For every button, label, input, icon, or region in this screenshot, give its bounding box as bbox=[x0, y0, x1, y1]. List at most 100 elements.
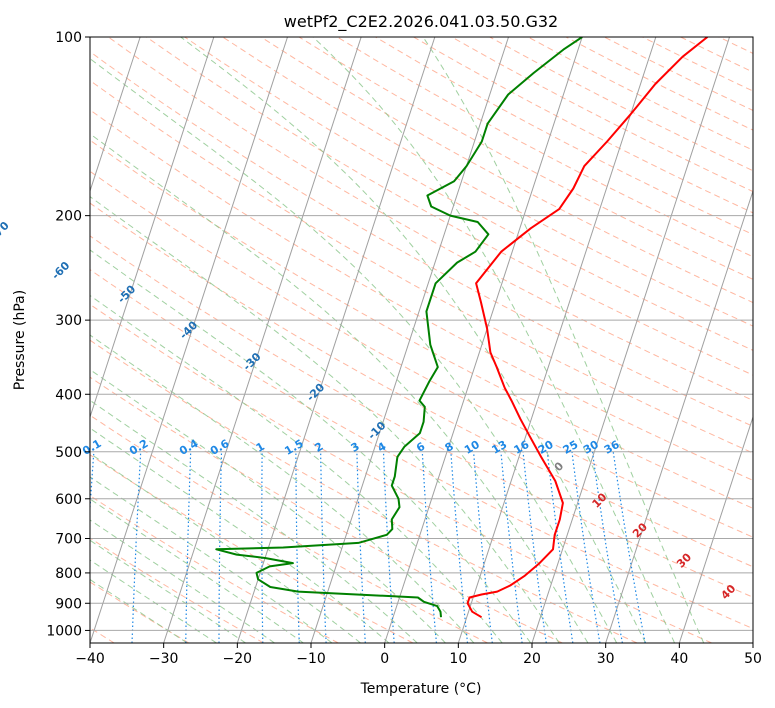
mixing-ratio-line bbox=[500, 451, 523, 643]
dry-adiabat-line bbox=[90, 202, 753, 568]
pressure-grid bbox=[90, 37, 753, 631]
moist-adiabat-label: 20 bbox=[630, 520, 650, 540]
isotherm-line bbox=[384, 37, 583, 643]
moist-adiabat-line bbox=[312, 37, 676, 643]
y-tick-label: 900 bbox=[55, 596, 82, 612]
isotherm-line bbox=[0, 37, 67, 643]
isotherm-label: -40 bbox=[177, 318, 200, 341]
dry-adiabat-line bbox=[604, 37, 753, 111]
moist-adiabat-label: 0 bbox=[552, 459, 567, 474]
mixing-ratio-line bbox=[522, 451, 547, 643]
x-tick-label: −10 bbox=[296, 651, 326, 667]
mixing-ratio-line bbox=[131, 451, 142, 643]
moist-adiabat-line bbox=[90, 369, 446, 643]
y-tick-label: 700 bbox=[55, 532, 82, 548]
dry-adiabat-line bbox=[184, 37, 753, 351]
mixing-ratio-label: 3 bbox=[349, 440, 362, 455]
dry-adiabat-line bbox=[90, 537, 264, 643]
x-axis: −40 −30 −20 −10 0 10 20 30 40 50 bbox=[75, 643, 762, 667]
moist-adiabat-line bbox=[90, 452, 361, 643]
isotherm-line bbox=[90, 37, 215, 419]
mixing-ratio-line bbox=[185, 451, 192, 643]
isotherm-line bbox=[457, 37, 657, 643]
moist-adiabat-line bbox=[90, 498, 304, 643]
isotherm-line bbox=[605, 189, 753, 643]
dry-adiabat-line bbox=[90, 376, 563, 643]
dry-adiabat-line bbox=[90, 581, 190, 643]
isotherm-line bbox=[90, 37, 288, 643]
y-tick-label: 400 bbox=[55, 387, 82, 403]
x-tick-label: 30 bbox=[597, 651, 615, 667]
y-axis: 100 200 300 400 500 600 700 800 900 1000 bbox=[46, 30, 90, 639]
dry-adiabat-line bbox=[757, 37, 775, 643]
mixing-ratio-label: 0.4 bbox=[177, 437, 201, 458]
background-lines bbox=[0, 37, 775, 643]
y-tick-label: 800 bbox=[55, 566, 82, 582]
y-tick-label: 500 bbox=[55, 445, 82, 461]
isotherm-label: -20 bbox=[304, 381, 327, 404]
mixing-ratio-label: 2 bbox=[312, 440, 325, 455]
dry-adiabat-line bbox=[90, 79, 753, 454]
mixing-ratio-label: 0.6 bbox=[208, 437, 232, 458]
moist-adiabat-line bbox=[90, 539, 246, 643]
mixing-ratio-label: 25 bbox=[561, 438, 581, 457]
dry-adiabat-line bbox=[680, 37, 753, 73]
mixing-ratio-label: 4 bbox=[375, 440, 388, 455]
isotherm-label: -50 bbox=[115, 282, 138, 305]
moist-adiabat-line bbox=[90, 294, 503, 643]
dewpoint-profile-line bbox=[215, 37, 583, 618]
y-axis-label: Pressure (hPa) bbox=[12, 290, 28, 390]
mixing-ratio-line bbox=[356, 451, 366, 643]
isotherm-labels: -100-90-80-70-60-50-40-30-20-10 bbox=[0, 219, 389, 442]
mixing-ratio-line bbox=[473, 451, 493, 643]
y-tick-label: 200 bbox=[55, 209, 82, 225]
mixing-ratio-line bbox=[546, 451, 574, 643]
isotherm-line bbox=[310, 37, 509, 643]
dry-adiabat-line bbox=[222, 37, 753, 327]
temperature-profile-line bbox=[466, 37, 709, 619]
dry-adiabat-line bbox=[90, 454, 414, 643]
dry-adiabat-line bbox=[90, 170, 753, 538]
dry-adiabat-line bbox=[451, 37, 753, 193]
moist-adiabat-line bbox=[180, 37, 647, 643]
dry-adiabat-line bbox=[718, 37, 753, 54]
mixing-ratio-line bbox=[382, 451, 395, 643]
mixing-ratio-label: 10 bbox=[462, 438, 482, 457]
y-tick-label: 300 bbox=[55, 313, 82, 329]
isotherm-line bbox=[752, 641, 753, 643]
mixing-ratio-label: 0.2 bbox=[127, 437, 150, 458]
mixing-ratio-label: 1.5 bbox=[282, 437, 305, 458]
plot-frame bbox=[89, 36, 754, 644]
mixing-ratio-line bbox=[421, 451, 437, 643]
mixing-ratio-label: 0.1 bbox=[80, 437, 103, 458]
x-axis-label: Temperature (°C) bbox=[360, 681, 482, 697]
isotherm-line bbox=[531, 37, 730, 643]
mixing-ratio-line bbox=[218, 451, 223, 643]
dry-adiabat-line bbox=[90, 339, 638, 643]
dry-adiabat-line bbox=[108, 37, 753, 401]
x-tick-label: 20 bbox=[523, 651, 541, 667]
x-tick-label: −20 bbox=[223, 651, 253, 667]
dry-adiabat-line bbox=[298, 37, 753, 280]
moist-adiabat-line bbox=[90, 57, 618, 643]
x-tick-label: 0 bbox=[380, 651, 389, 667]
dry-adiabat-line bbox=[527, 37, 753, 151]
dry-adiabat-line bbox=[90, 269, 753, 630]
dry-adiabat-line bbox=[565, 37, 753, 131]
moist-adiabat-label: 30 bbox=[674, 550, 694, 570]
chart-title: wetPf2_C2E2.2026.041.03.50.G32 bbox=[284, 12, 558, 32]
dry-adiabat-line bbox=[375, 37, 753, 236]
dry-adiabat-line bbox=[90, 109, 753, 481]
moist-adiabat-line bbox=[90, 195, 560, 643]
x-tick-label: −40 bbox=[75, 651, 105, 667]
mixing-ratio-line bbox=[320, 451, 327, 643]
mixing-ratio-label: 6 bbox=[414, 440, 427, 455]
isotherm-label: -10 bbox=[365, 419, 388, 442]
moist-adiabat-label: 40 bbox=[718, 582, 738, 602]
isotherm-line bbox=[678, 415, 753, 643]
isotherm-label: -70 bbox=[0, 219, 12, 242]
moist-adiabat-line bbox=[90, 578, 188, 643]
y-tick-label: 1000 bbox=[46, 623, 82, 639]
